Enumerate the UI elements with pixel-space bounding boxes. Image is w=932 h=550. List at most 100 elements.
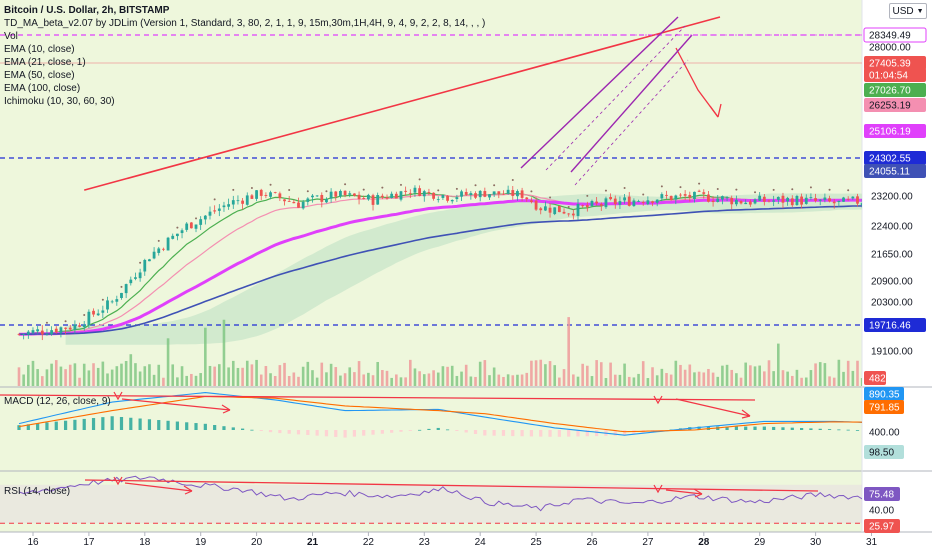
candle-body [786, 197, 790, 202]
volume-bar [641, 361, 645, 386]
drawings-main[interactable] [84, 16, 862, 191]
volume-bar [36, 369, 39, 386]
volume-bar [623, 363, 626, 386]
macd-histogram-bar [427, 428, 431, 430]
macd-pane-label[interactable]: MACD (12, 26, close, 9) [4, 396, 111, 407]
macd-pivot-mark-icon [113, 391, 123, 401]
indicator-td-ma[interactable]: TD_MA_beta_v2.07 by JDLim (Version 1, St… [4, 18, 486, 29]
symbol-title[interactable]: Bitcoin / U.S. Dollar, 2h, BITSTAMP [4, 5, 170, 16]
volume-bar [124, 360, 128, 386]
td-count-mark [250, 186, 253, 189]
volume-bar [455, 375, 459, 386]
rsi-pane[interactable] [0, 475, 932, 524]
price-label-text: 28000.00 [869, 43, 911, 54]
candle-body [464, 191, 468, 195]
price-label-badge [864, 151, 926, 165]
price-label-badge [864, 164, 926, 178]
macd-histogram-bar [73, 419, 77, 430]
volume-bar [474, 376, 477, 386]
candle-body [809, 197, 813, 198]
indicator-ema50[interactable]: EMA (50, close) [4, 70, 75, 81]
volume-bar [297, 376, 300, 386]
candle-body [50, 330, 54, 335]
volume-bar [730, 369, 734, 386]
price-label-text: 19716.46 [869, 321, 911, 332]
candle-body [804, 197, 808, 204]
candle-body [660, 194, 664, 199]
macd-histogram-bar [63, 420, 68, 430]
candle-body [399, 191, 403, 200]
macd-histogram-bar [725, 426, 729, 430]
macd-pane[interactable] [0, 391, 932, 438]
candle-body [446, 195, 449, 201]
candle-body [408, 192, 412, 194]
candle-body [534, 200, 538, 210]
macd-divergence-line [0, 394, 756, 401]
td-count-mark [101, 298, 104, 301]
candle-body [152, 251, 156, 259]
time-tick-label: 22 [363, 537, 375, 548]
macd-histogram-bar [241, 428, 245, 430]
price-label-badge [864, 98, 926, 112]
time-tick-label: 20 [251, 537, 263, 548]
macd-histogram-bar [54, 421, 58, 430]
volume-bar [436, 372, 440, 386]
candle-body [413, 187, 417, 193]
indicator-ichimoku[interactable]: Ichimoku (10, 30, 60, 30) [4, 96, 115, 107]
candle-body [739, 200, 743, 204]
macd-label-text: 98.50 [869, 448, 894, 459]
volume-bar [255, 359, 258, 386]
indicator-ema21[interactable]: EMA (21, close, 1) [4, 57, 86, 68]
candle-body [814, 198, 817, 201]
price-label-text: 24055.11 [869, 167, 910, 178]
time-tick-label: 31 [866, 537, 878, 548]
volume-bar [129, 354, 133, 386]
macd-histogram-bar [818, 428, 822, 430]
indicator-vol[interactable]: Vol [4, 31, 18, 42]
time-tick-label: 18 [139, 537, 151, 548]
volume-bar [590, 376, 594, 386]
candle-body [231, 200, 235, 205]
macd-histogram-bar [91, 418, 96, 430]
candle-body [669, 195, 673, 201]
macd-histogram-bar [324, 430, 329, 437]
td-count-mark [120, 285, 123, 288]
arrow-head-icon [693, 488, 703, 498]
price-label-text: 24302.55 [869, 154, 911, 165]
rsi-label-text: 25.97 [869, 522, 894, 533]
candle-body [818, 199, 822, 201]
td-count-mark [232, 188, 235, 191]
volume-bar [152, 374, 156, 386]
rsi-pane-label[interactable]: RSI (14, close) [4, 486, 71, 497]
rsi-label-badge [864, 519, 900, 533]
volume-bar [334, 367, 338, 386]
volume-bar [721, 365, 724, 386]
candle-body [250, 195, 254, 199]
candle-body [744, 202, 748, 205]
price-pane[interactable] [0, 16, 932, 386]
volume-bar [613, 374, 617, 386]
volume-bar [390, 377, 393, 386]
candle-body [124, 284, 128, 294]
candle-body [748, 201, 752, 205]
macd-histogram-bar [595, 430, 599, 437]
volume-bar [492, 367, 496, 386]
candle-body [674, 195, 678, 200]
candle-body [194, 224, 198, 229]
indicator-ema100[interactable]: EMA (100, close) [4, 83, 81, 94]
volume-bar [59, 366, 63, 386]
indicator-ema10[interactable]: EMA (10, close) [4, 44, 75, 55]
volume-bar [450, 365, 454, 386]
volume-bar [506, 374, 510, 386]
candle-body [557, 205, 561, 213]
candle-body [87, 311, 91, 326]
candle-body [781, 195, 785, 203]
macd-histogram-bar [697, 426, 701, 430]
candle-body [469, 193, 473, 196]
candle-body [427, 191, 431, 193]
volume-bar [674, 360, 678, 386]
td-count-mark [642, 193, 645, 196]
volume-bar [353, 372, 356, 386]
currency-selector[interactable]: USD ▼ [889, 3, 927, 19]
